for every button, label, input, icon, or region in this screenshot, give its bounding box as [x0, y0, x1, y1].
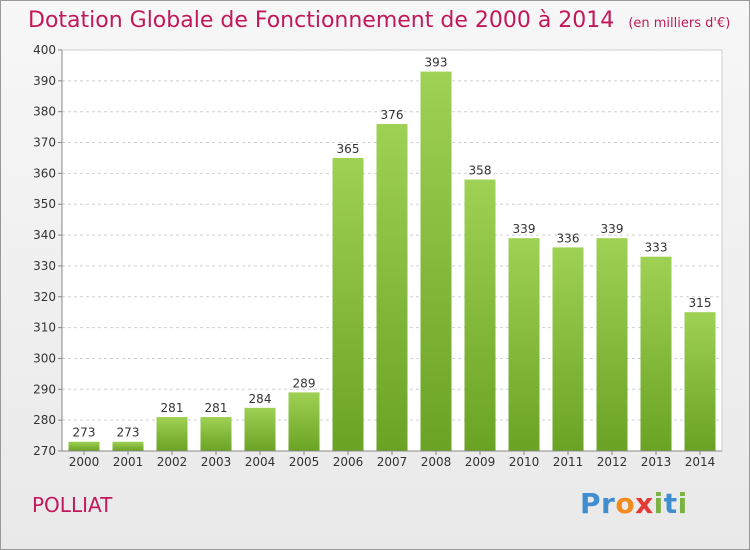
bar-2007 [376, 124, 408, 452]
data-label-2005: 289 [293, 376, 316, 390]
data-label-2014: 315 [689, 296, 712, 310]
x-tick-label-2003: 2003 [201, 455, 232, 469]
logo-letter: o [615, 487, 636, 520]
y-tick-label: 360 [33, 166, 56, 180]
bar-2002 [156, 417, 188, 451]
bar-2014 [684, 312, 716, 451]
y-tick-label: 370 [33, 136, 56, 150]
y-tick-label: 380 [33, 105, 56, 119]
bar-2008 [420, 71, 452, 451]
data-label-2008: 393 [425, 56, 448, 70]
x-tick-label-2000: 2000 [69, 455, 100, 469]
proxiti-logo: Proxiti [580, 487, 688, 520]
y-tick-label: 340 [33, 228, 56, 242]
y-tick-label: 400 [33, 43, 56, 57]
data-label-2001: 273 [117, 426, 140, 440]
bar-2001 [112, 441, 144, 451]
x-tick-label-2014: 2014 [685, 455, 716, 469]
data-label-2006: 365 [337, 142, 360, 156]
bar-2003 [200, 417, 232, 451]
data-label-2003: 281 [205, 401, 228, 415]
data-label-2013: 333 [645, 241, 668, 255]
x-tick-label-2002: 2002 [157, 455, 188, 469]
bar-2000 [68, 441, 100, 451]
x-tick-label-2011: 2011 [553, 455, 584, 469]
x-tick-label-2005: 2005 [289, 455, 320, 469]
y-tick-label: 390 [33, 74, 56, 88]
data-label-2004: 284 [249, 392, 272, 406]
data-label-2000: 273 [73, 426, 96, 440]
y-tick-label: 300 [33, 351, 56, 365]
logo-letter: P [580, 487, 602, 520]
data-label-2007: 376 [381, 108, 404, 122]
bar-2005 [288, 392, 320, 451]
bar-2012 [596, 238, 628, 451]
title-text: Dotation Globale de Fonctionnement de 20… [28, 8, 615, 33]
unit-label: (en milliers d'€) [628, 16, 731, 31]
x-tick-label-2004: 2004 [245, 455, 276, 469]
logo-letter: t [663, 487, 678, 520]
chart-title: Dotation Globale de Fonctionnement de 20… [28, 8, 730, 33]
data-label-2009: 358 [469, 164, 492, 178]
data-label-2011: 336 [557, 231, 580, 245]
x-tick-label-2009: 2009 [465, 455, 496, 469]
logo-letter: x [635, 487, 654, 520]
x-tick-label-2010: 2010 [509, 455, 540, 469]
y-tick-label: 320 [33, 290, 56, 304]
data-label-2010: 339 [513, 222, 536, 236]
y-tick-label: 330 [33, 259, 56, 273]
data-label-2002: 281 [161, 401, 184, 415]
x-tick-label-2001: 2001 [113, 455, 144, 469]
x-tick-label-2008: 2008 [421, 455, 452, 469]
y-tick-label: 310 [33, 321, 56, 335]
x-tick-label-2013: 2013 [641, 455, 672, 469]
x-tick-label-2006: 2006 [333, 455, 364, 469]
bar-2006 [332, 157, 364, 451]
logo-letter: i [677, 487, 688, 520]
bar-2009 [464, 179, 496, 452]
y-tick-label: 290 [33, 382, 56, 396]
y-tick-label: 280 [33, 413, 56, 427]
y-tick-label: 270 [33, 444, 56, 458]
data-label-2012: 339 [601, 222, 624, 236]
commune-name: POLLIAT [32, 493, 113, 517]
bar-2013 [640, 256, 672, 451]
bar-2011 [552, 247, 584, 451]
logo-letter: i [653, 487, 664, 520]
logo-letter: r [601, 487, 616, 520]
bar-2010 [508, 238, 540, 451]
x-tick-label-2007: 2007 [377, 455, 408, 469]
y-tick-label: 350 [33, 197, 56, 211]
bar-2004 [244, 407, 276, 451]
x-tick-label-2012: 2012 [597, 455, 628, 469]
